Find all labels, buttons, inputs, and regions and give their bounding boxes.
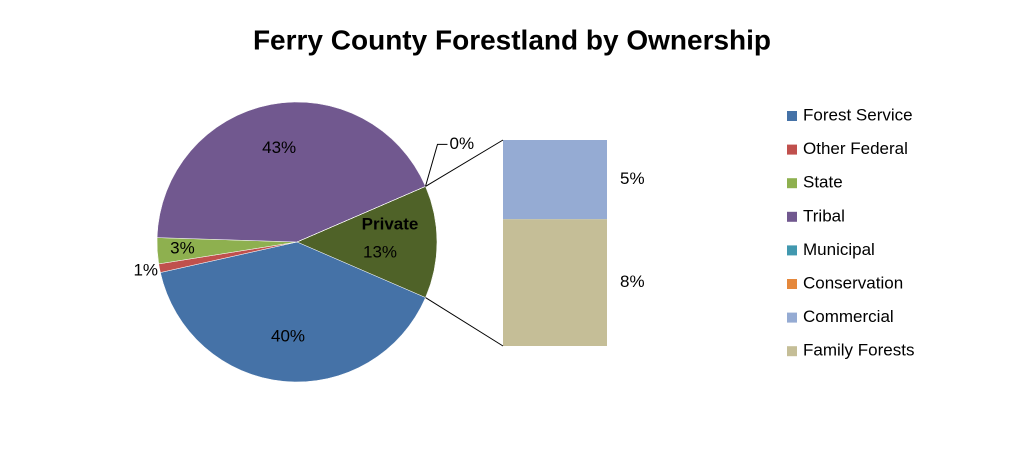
data-label: 3% xyxy=(170,239,195,258)
chart-title: Ferry County Forestland by Ownership xyxy=(253,24,771,55)
data-label: 0% xyxy=(449,134,474,153)
legend-label: Municipal xyxy=(803,240,875,259)
bar-segment xyxy=(503,140,607,220)
leader-line xyxy=(425,143,448,187)
legend-swatch xyxy=(787,211,797,222)
legend-swatch xyxy=(787,144,797,155)
group-value-label: 13% xyxy=(363,242,397,261)
data-label: 1% xyxy=(133,260,158,279)
legend-label: Tribal xyxy=(803,206,845,225)
data-label: 5% xyxy=(620,169,645,188)
pie-slice xyxy=(156,101,426,243)
bar-segment xyxy=(503,219,607,346)
legend-swatch xyxy=(787,245,797,256)
legend-swatch xyxy=(787,346,797,357)
legend-label: State xyxy=(803,173,843,192)
group-label: Private xyxy=(362,214,419,233)
data-label: 43% xyxy=(262,138,296,157)
legend-label: Other Federal xyxy=(803,139,908,158)
group-slice xyxy=(296,186,438,298)
connector-line xyxy=(425,139,504,187)
data-label: 40% xyxy=(271,326,305,345)
legend-swatch xyxy=(787,279,797,289)
pie-slice xyxy=(160,241,426,383)
legend-swatch xyxy=(787,312,797,323)
legend-swatch xyxy=(787,111,797,121)
data-label: 8% xyxy=(620,272,645,291)
legend-swatch xyxy=(787,178,797,189)
legend-label: Forest Service xyxy=(803,105,913,124)
legend-label: Family Forests xyxy=(803,341,914,360)
connector-line xyxy=(425,297,504,347)
legend-label: Conservation xyxy=(803,273,903,292)
legend-label: Commercial xyxy=(803,307,894,326)
